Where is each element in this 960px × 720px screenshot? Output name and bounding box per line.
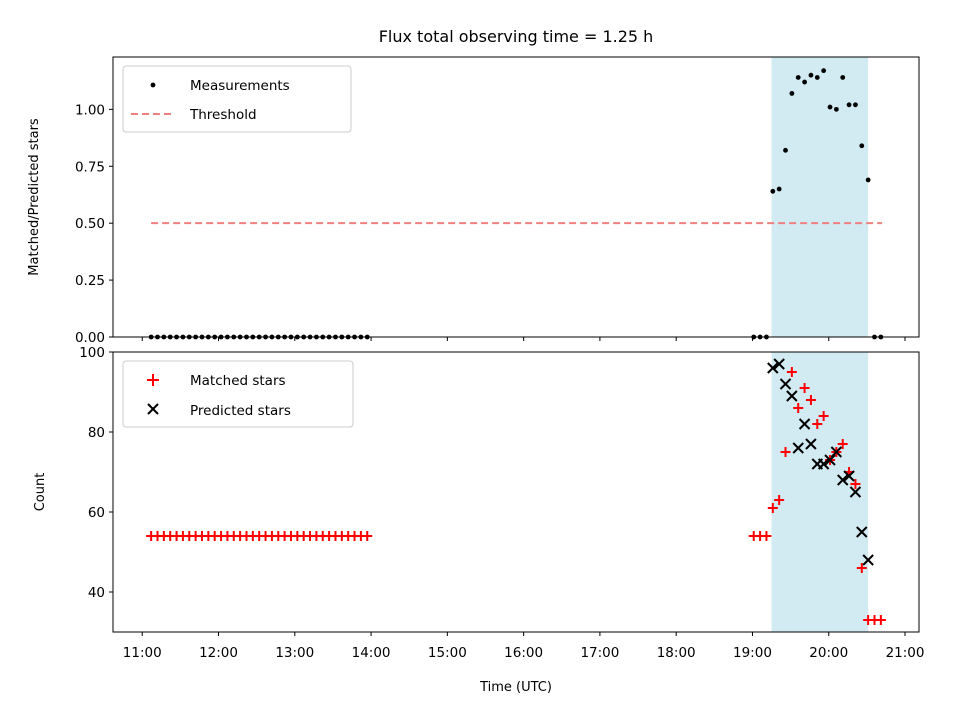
matched-star-point <box>875 615 886 625</box>
x-tick-label: 17:00 <box>580 645 619 661</box>
matched-star-point <box>850 479 861 489</box>
measurement-point <box>783 147 788 153</box>
ratio-legend: Measurements Threshold <box>122 65 352 133</box>
y-tick-label: 1.00 <box>75 102 105 118</box>
predicted-star-point <box>767 362 779 374</box>
predicted-star-point <box>837 474 849 486</box>
measurement-point <box>770 188 776 194</box>
shaded-interval-bottom <box>771 352 869 632</box>
matched-star-point <box>799 383 810 393</box>
matched-star-point <box>805 395 816 405</box>
measurement-point <box>789 91 795 96</box>
x-axis-label: Time (UTC) <box>479 680 552 695</box>
measurement-point <box>846 102 852 108</box>
legend-marker-predicted <box>147 403 159 415</box>
predicted-star-point <box>792 442 804 454</box>
x-tick-label: 15:00 <box>428 645 467 661</box>
count-marks <box>146 358 886 625</box>
y-tick-label: 0.00 <box>75 330 105 346</box>
predicted-star-point <box>824 454 836 466</box>
matched-star-point <box>362 531 373 541</box>
y-tick-label: 60 <box>88 505 105 521</box>
count-axes-frame <box>112 351 920 633</box>
predicted-star-point <box>805 438 817 450</box>
matched-star-point <box>793 403 804 413</box>
count-panel: 40 60 80 100 11:00 12:00 13:00 14:00 15:00 16:00… <box>33 345 924 695</box>
predicted-star-point <box>856 526 868 538</box>
matched-star-point <box>767 503 778 513</box>
legend-label-predicted: Predicted stars <box>190 403 291 419</box>
legend-label-measurements: Measurements <box>190 78 290 94</box>
matched-star-point <box>818 411 829 421</box>
x-tick-label: 16:00 <box>504 645 543 661</box>
x-tick-label: 12:00 <box>199 645 238 661</box>
predicted-star-point <box>786 390 798 402</box>
y-tick-label: 40 <box>88 585 105 601</box>
measurement-point <box>795 75 801 80</box>
shaded-interval-top <box>771 57 869 337</box>
x-tick-label: 21:00 <box>886 645 925 661</box>
x-tick-label: 18:00 <box>657 645 696 661</box>
measurement-point <box>840 75 846 80</box>
measurement-point <box>833 106 839 112</box>
ratio-x-ticks <box>141 337 906 341</box>
x-tick-label: 20:00 <box>809 645 848 661</box>
measurement-point <box>802 79 807 85</box>
predicted-star-point <box>817 458 830 470</box>
ratio-panel: 0.00 0.25 0.50 0.75 1.00 Matched/Predicted s… <box>27 56 920 346</box>
legend-box-bottom <box>122 360 354 428</box>
matched-star-point <box>780 447 791 457</box>
y-tick-label: 0.75 <box>75 159 105 175</box>
legend-box-top <box>122 65 352 133</box>
matched-star-point <box>761 531 772 541</box>
predicted-star-point <box>843 470 855 482</box>
ratio-y-ticks: 0.00 0.25 0.50 0.75 1.00 <box>75 102 113 346</box>
x-tick-label: 14:00 <box>352 645 391 661</box>
x-tick-label: 19:00 <box>733 645 772 661</box>
legend-marker-measurements <box>150 82 156 88</box>
chart-title: Flux total observing time = 1.25 h <box>379 27 654 46</box>
x-tick-label: 13:00 <box>275 645 314 661</box>
measurement-point <box>865 177 871 183</box>
measurement-point <box>827 104 833 110</box>
legend-label-threshold: Threshold <box>189 107 257 123</box>
matched-star-point <box>812 419 823 429</box>
ratio-y-axis-label: Matched/Predicted stars <box>27 118 42 276</box>
measurement-point <box>814 75 820 80</box>
y-tick-label: 0.25 <box>75 273 105 289</box>
count-y-axis-label: Count <box>33 473 48 512</box>
measurement-point <box>853 102 858 108</box>
matched-star-point <box>837 439 848 449</box>
predicted-star-point <box>798 418 811 430</box>
matched-star-point <box>774 495 785 505</box>
predicted-star-point <box>779 378 792 390</box>
measurement-point <box>808 72 814 78</box>
y-tick-label: 80 <box>88 425 105 441</box>
predicted-star-point <box>830 446 843 458</box>
y-tick-label: 100 <box>79 345 105 361</box>
predicted-star-point <box>849 486 862 498</box>
x-tick-label: 11:00 <box>123 645 162 661</box>
predicted-star-point <box>773 358 785 370</box>
count-x-ticks: 11:00 12:00 13:00 14:00 15:00 16:00 17:00 18:00… <box>123 632 925 661</box>
measurement-point <box>776 186 782 192</box>
legend-label-matched: Matched stars <box>190 373 286 389</box>
matched-star-point <box>856 563 867 573</box>
predicted-star-point <box>862 554 874 566</box>
measurement-point <box>821 68 827 74</box>
count-legend: Matched stars Predicted stars <box>122 360 354 428</box>
matched-star-point <box>786 367 797 377</box>
count-y-ticks: 40 60 80 100 <box>79 345 113 601</box>
measurement-point <box>859 143 865 149</box>
y-tick-label: 0.50 <box>75 216 105 232</box>
ratio-axes-frame <box>112 56 920 338</box>
legend-marker-matched <box>147 374 159 386</box>
